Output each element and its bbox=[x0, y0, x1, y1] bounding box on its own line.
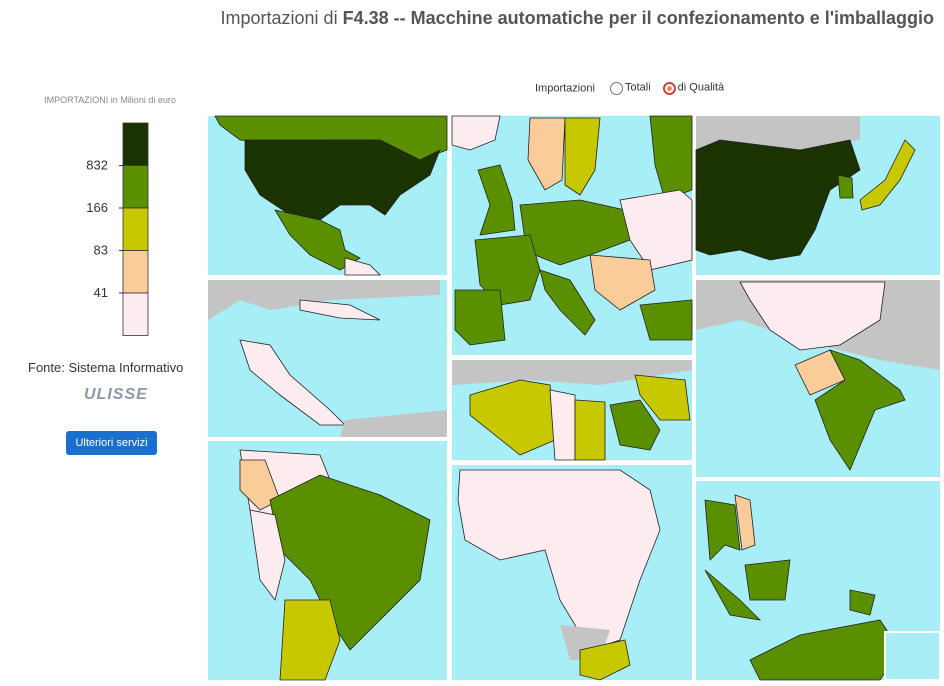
logo: ULISSE bbox=[84, 386, 148, 403]
panel-africa bbox=[452, 465, 692, 681]
panel-south-asia bbox=[696, 280, 940, 477]
country[interactable] bbox=[739, 281, 886, 351]
legend-tick-label: 832 bbox=[86, 158, 108, 173]
country[interactable] bbox=[279, 599, 341, 681]
radio-label[interactable]: di Qualità bbox=[677, 82, 725, 94]
control-label: Importazioni bbox=[535, 82, 595, 95]
legend-tick-label: 83 bbox=[94, 243, 108, 258]
country[interactable] bbox=[744, 559, 791, 601]
country[interactable] bbox=[849, 589, 876, 616]
title-prefix: Importazioni di bbox=[220, 8, 338, 28]
country[interactable] bbox=[244, 139, 441, 221]
country[interactable] bbox=[589, 254, 656, 311]
options: Totali di Qualità bbox=[598, 82, 725, 95]
panel-caribbean bbox=[208, 280, 447, 437]
panel-north-america bbox=[208, 115, 448, 276]
panel-southeast-asia bbox=[696, 481, 941, 681]
country[interactable] bbox=[454, 289, 506, 346]
inset bbox=[884, 631, 941, 681]
legend-tick-label: 166 bbox=[86, 200, 108, 215]
country[interactable] bbox=[269, 474, 431, 651]
country[interactable] bbox=[619, 189, 693, 271]
panel-borders bbox=[208, 116, 940, 680]
country[interactable] bbox=[639, 299, 693, 341]
legend-swatch bbox=[122, 122, 149, 166]
panel-middle-east bbox=[452, 360, 692, 461]
radio[interactable] bbox=[609, 82, 623, 95]
title-main: F4.38 -- Macchine automatiche per il con… bbox=[342, 8, 934, 28]
legend-title: IMPORTAZIONI in Milioni di euro bbox=[44, 95, 176, 105]
radio[interactable] bbox=[662, 82, 676, 95]
country[interactable] bbox=[477, 164, 516, 236]
controls: Importazioni Totali di Qualità bbox=[535, 82, 724, 95]
source: Fonte: Sistema Informativo bbox=[28, 360, 184, 375]
country[interactable] bbox=[249, 509, 286, 601]
country[interactable] bbox=[539, 269, 596, 336]
country[interactable] bbox=[704, 499, 741, 561]
legend-swatch bbox=[122, 292, 149, 336]
country[interactable] bbox=[574, 399, 606, 461]
panel-south-america bbox=[208, 441, 447, 681]
title: Importazioni di F4.38 -- Macchine automa… bbox=[221, 8, 934, 29]
country[interactable] bbox=[474, 234, 541, 306]
country[interactable] bbox=[814, 349, 906, 471]
legend-swatch bbox=[122, 207, 149, 251]
button[interactable]: Ulteriori servizi bbox=[66, 431, 157, 455]
panel-east-asia bbox=[695, 116, 940, 275]
country[interactable] bbox=[527, 117, 566, 191]
country[interactable] bbox=[344, 257, 381, 276]
country[interactable] bbox=[274, 209, 361, 271]
country[interactable] bbox=[564, 117, 601, 196]
country[interactable] bbox=[704, 569, 762, 621]
legend-tick-label: 41 bbox=[94, 285, 108, 300]
country[interactable] bbox=[340, 410, 447, 437]
country[interactable] bbox=[451, 115, 501, 151]
country[interactable] bbox=[859, 139, 916, 211]
country[interactable] bbox=[452, 360, 692, 385]
country[interactable] bbox=[734, 494, 756, 551]
panel-europe bbox=[451, 115, 693, 355]
radio-label[interactable]: Totali bbox=[624, 82, 651, 94]
country[interactable] bbox=[837, 174, 854, 199]
country[interactable] bbox=[634, 374, 691, 421]
country[interactable] bbox=[695, 139, 861, 261]
country[interactable] bbox=[579, 639, 631, 681]
country[interactable] bbox=[609, 399, 661, 451]
legend: 832 166 83 41 bbox=[86, 122, 149, 336]
country[interactable] bbox=[208, 280, 440, 320]
country[interactable] bbox=[696, 116, 860, 150]
country[interactable] bbox=[299, 299, 381, 321]
country[interactable] bbox=[239, 459, 281, 511]
